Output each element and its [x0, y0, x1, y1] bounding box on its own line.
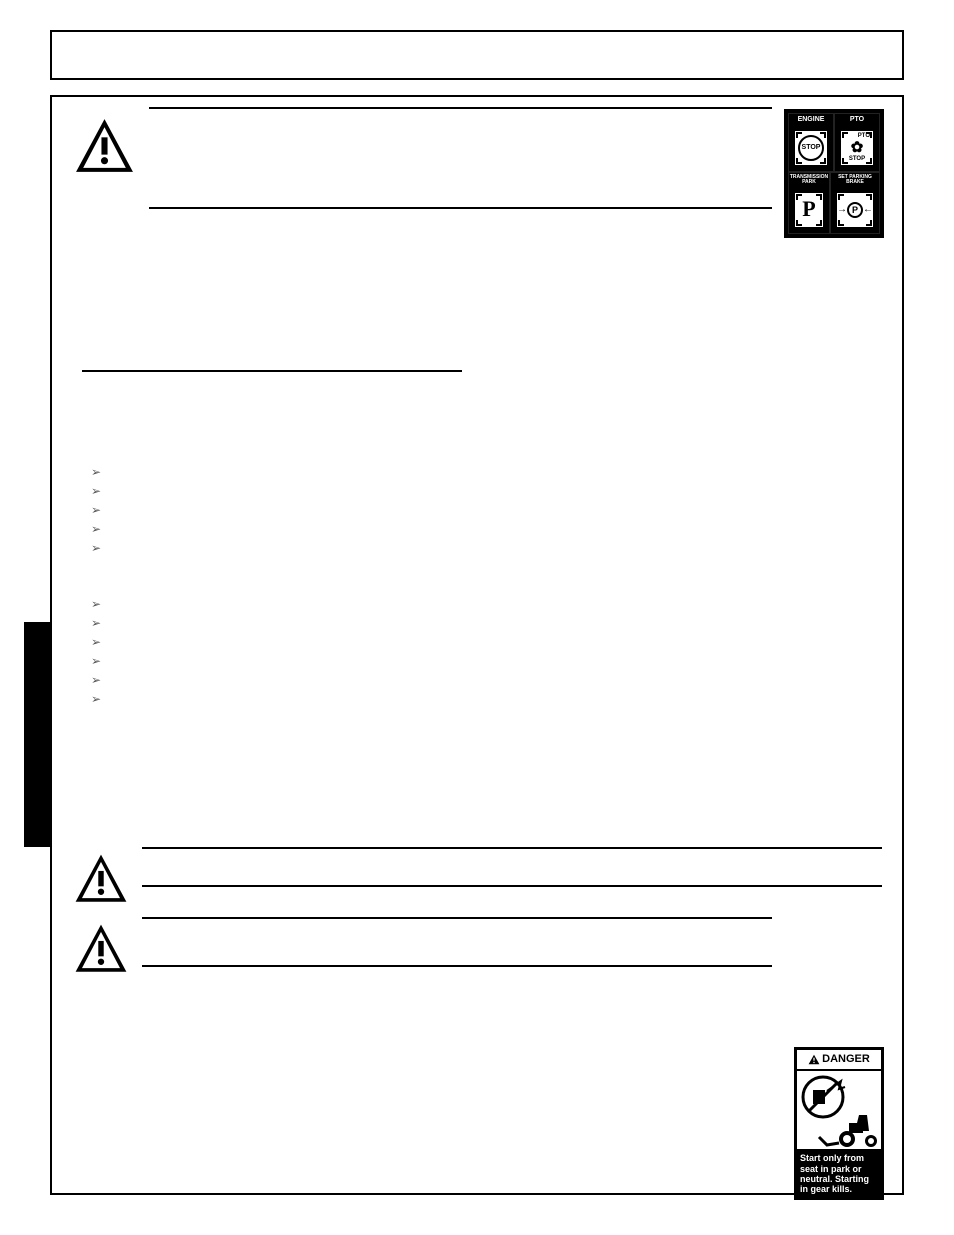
list-item [97, 540, 882, 556]
sticker-label-engine: ENGINE [789, 114, 833, 126]
side-tab [24, 622, 52, 847]
parking-brake-icon: → P ← [835, 191, 875, 229]
paragraph-3 [72, 382, 882, 402]
list-item [97, 653, 882, 669]
mid-warning-block-1 [72, 847, 882, 909]
sticker-row-bottom: TRANSMISSION PARK P SET PARKING BRAKE → … [788, 172, 880, 234]
sticker-cell-pto: PTO PTO ✿ STOP [834, 113, 880, 172]
content-box: ENGINE STOP PTO PTO ✿ STOP TRANSMISSION … [50, 95, 904, 1195]
warning-icon [72, 851, 130, 909]
checklist-2 [72, 596, 882, 707]
list-item [97, 672, 882, 688]
danger-header-text: DANGER [822, 1052, 870, 1067]
list-item [97, 521, 882, 537]
paragraph-2 [72, 304, 882, 324]
warning-icon [72, 115, 137, 180]
brake-icon-label: P [847, 202, 863, 218]
bottom-paragraph [72, 999, 772, 1019]
list-item [97, 634, 882, 650]
header-box [50, 30, 904, 80]
sticker-row-top: ENGINE STOP PTO PTO ✿ STOP [788, 113, 880, 172]
danger-sticker-header: DANGER [797, 1050, 881, 1069]
mid-warning-1-text [142, 847, 882, 887]
pto-stop-label: STOP [849, 155, 865, 163]
control-sticker-panel: ENGINE STOP PTO PTO ✿ STOP TRANSMISSION … [784, 109, 884, 238]
sticker-cell-trans: TRANSMISSION PARK P [788, 172, 830, 234]
park-icon: P [793, 191, 825, 229]
mid-paragraph [72, 566, 882, 586]
after-list-paragraph [72, 717, 882, 737]
paragraph-1 [72, 239, 882, 259]
list-item [97, 483, 882, 499]
stop-icon: STOP [793, 129, 829, 167]
top-warning-text [149, 107, 772, 229]
mid-warning-block-2 [72, 917, 772, 979]
park-icon-label: P [802, 194, 815, 225]
warning-icon [72, 921, 130, 979]
list-item [97, 615, 882, 631]
gear-stop-icon: PTO ✿ STOP [839, 129, 875, 167]
sticker-label-trans: TRANSMISSION PARK [789, 173, 829, 188]
mid-warning-2-text [142, 917, 772, 967]
list-item [97, 596, 882, 612]
checklist-1 [72, 464, 882, 556]
warning-icon [808, 1054, 820, 1065]
gear-kills-icon [797, 1071, 881, 1149]
sticker-label-pto: PTO [835, 114, 879, 126]
list-item [97, 502, 882, 518]
sticker-label-brake: SET PARKING BRAKE [831, 173, 879, 188]
list-item [97, 691, 882, 707]
top-warning-block [72, 107, 772, 229]
sticker-cell-brake: SET PARKING BRAKE → P ← [830, 172, 880, 234]
section-heading-underline [82, 354, 462, 372]
list-item [97, 464, 882, 480]
sticker-cell-engine: ENGINE STOP [788, 113, 834, 172]
danger-sticker: DANGER Start only from seat in park or n… [794, 1047, 884, 1200]
danger-sticker-text: Start only from seat in park or neutral.… [797, 1151, 881, 1196]
paragraph-4 [72, 434, 882, 454]
